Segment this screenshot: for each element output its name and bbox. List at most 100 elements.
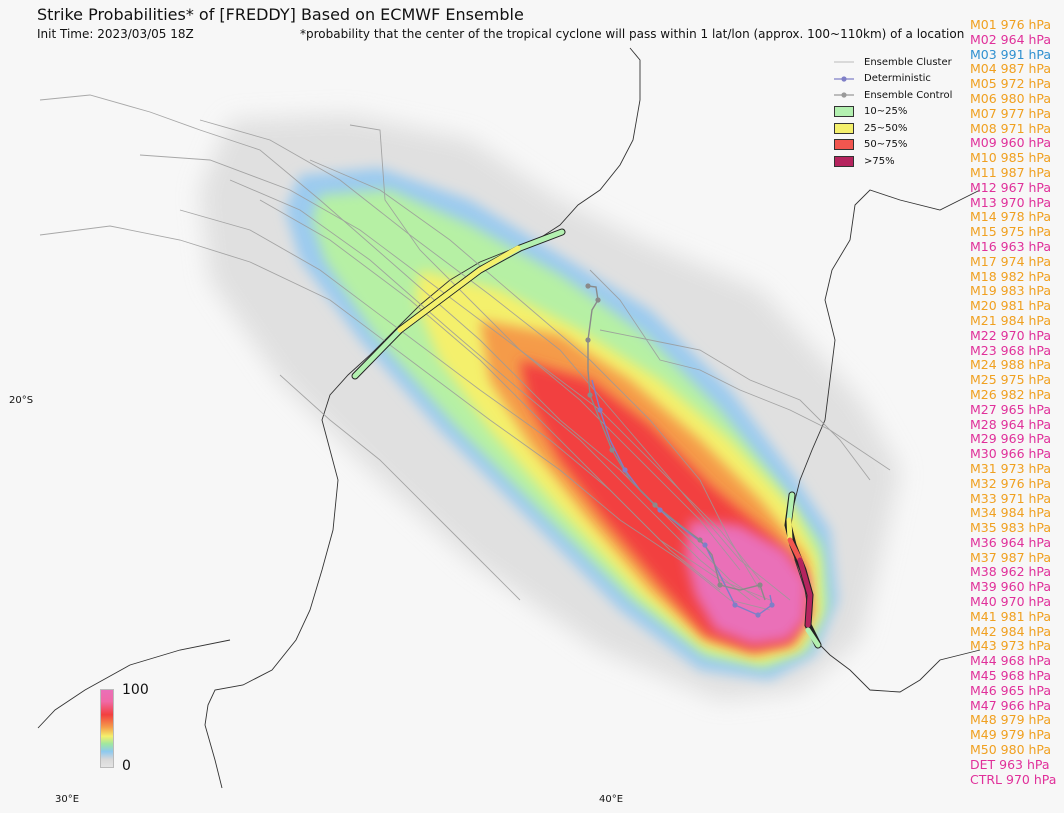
deterministic-point: [755, 612, 761, 618]
control-point: [652, 502, 658, 508]
member-pressure-label: M43 973 hPa: [970, 638, 1052, 654]
control-point: [757, 582, 763, 588]
bin2-swatch: [834, 122, 854, 134]
member-pressure-label: M16 963 hPa: [970, 238, 1052, 254]
member-pressure-label: M45 968 hPa: [970, 668, 1052, 684]
deterministic-point: [597, 407, 603, 413]
member-pressure-label: M42 984 hPa: [970, 623, 1052, 639]
member-pressure-label: M26 982 hPa: [970, 386, 1052, 402]
legend-item-bin4: >75%: [834, 153, 952, 170]
member-pressure-label: M10 985 hPa: [970, 150, 1052, 166]
legend-item-deterministic: Deterministic: [834, 71, 952, 88]
member-pressure-label: M13 970 hPa: [970, 194, 1052, 210]
member-pressure-label: M07 977 hPa: [970, 105, 1052, 121]
deterministic-track-points: [597, 407, 775, 618]
member-pressure-label: M34 984 hPa: [970, 505, 1052, 521]
member-pressure-label: M47 966 hPa: [970, 697, 1052, 713]
coastlines: [37, 47, 981, 789]
ensemble-track: [39, 94, 761, 601]
member-pressure-label: M33 971 hPa: [970, 490, 1052, 506]
coast-strip-east-green: [786, 492, 795, 523]
coast-strip-east-red: [787, 537, 803, 563]
deterministic-point: [622, 467, 628, 473]
control-point: [717, 582, 723, 588]
probability-field: [200, 115, 900, 700]
lon-label-30e: 30°E: [55, 794, 80, 805]
ensemble-track: [309, 159, 761, 591]
coast-strip-east-yellow: [786, 517, 793, 543]
member-pressure-label: CTRL 970 hPa: [970, 771, 1057, 787]
bin3-swatch: [834, 139, 854, 151]
member-pressure-label: M46 965 hPa: [970, 682, 1052, 698]
ensemble-track: [259, 199, 771, 601]
member-pressure-label: M17 974 hPa: [970, 253, 1052, 269]
legend-label: Ensemble Control: [864, 89, 953, 101]
member-pressure-label: M15 975 hPa: [970, 224, 1052, 240]
deterministic-point: [702, 542, 708, 548]
bin4-swatch: [834, 155, 854, 167]
coastline-north: [204, 47, 641, 789]
member-pressure-label: M12 967 hPa: [970, 179, 1052, 195]
control-point: [595, 297, 601, 303]
ensemble-track: [349, 124, 741, 571]
member-pressure-label: M44 968 hPa: [970, 653, 1052, 669]
member-pressure-label: M01 976 hPa: [970, 17, 1052, 32]
member-pressure-label: M25 975 hPa: [970, 372, 1052, 388]
member-pressure-label: M37 987 hPa: [970, 549, 1052, 565]
deterministic-point: [657, 507, 663, 513]
control-point: [697, 537, 703, 543]
control-line-icon: [834, 92, 854, 98]
member-pressure-label: M22 970 hPa: [970, 327, 1052, 343]
control-track-points: [585, 283, 763, 588]
prob-band-pink: [685, 520, 808, 645]
deterministic-point: [769, 602, 775, 608]
member-pressure-label: M05 972 hPa: [970, 76, 1052, 92]
ensemble-track: [199, 119, 791, 601]
member-pressure-label: M48 979 hPa: [970, 712, 1052, 728]
deterministic-line-icon: [834, 76, 854, 82]
coast-strip-east-green-south: [805, 627, 821, 648]
probability-footnote: *probability that the center of the trop…: [300, 27, 965, 41]
member-pressure-label: M02 964 hPa: [970, 31, 1052, 47]
member-pressure-label: M38 962 hPa: [970, 564, 1052, 580]
member-pressure-label: M29 969 hPa: [970, 431, 1052, 447]
bin1-swatch: [834, 106, 854, 118]
init-time: Init Time: 2023/03/05 18Z: [37, 27, 194, 41]
colorbar-min-label: 0: [122, 758, 131, 774]
legend-item-cluster: Ensemble Cluster: [834, 54, 952, 71]
member-pressure-label: M32 976 hPa: [970, 475, 1052, 491]
control-point: [587, 392, 593, 398]
member-pressure-label: M09 960 hPa: [970, 135, 1052, 151]
ensemble-track: [279, 374, 521, 601]
member-pressure-label: M28 964 hPa: [970, 416, 1052, 432]
legend-label: Ensemble Cluster: [864, 56, 952, 68]
member-pressure-label: M23 968 hPa: [970, 342, 1052, 358]
legend-label: Deterministic: [864, 73, 931, 85]
member-pressure-label: M24 988 hPa: [970, 357, 1052, 373]
member-pressure-label: M31 973 hPa: [970, 460, 1052, 476]
legend-label: >75%: [864, 155, 895, 167]
chart-title: Strike Probabilities* of [FREDDY] Based …: [37, 5, 524, 24]
member-pressure-label: M30 966 hPa: [970, 446, 1052, 462]
member-pressure-label: M27 965 hPa: [970, 401, 1052, 417]
member-pressure-label: M39 960 hPa: [970, 579, 1052, 595]
cluster-line-icon: [834, 61, 854, 63]
legend: Ensemble Cluster Deterministic Ensemble …: [834, 54, 952, 170]
legend-item-bin2: 25~50%: [834, 120, 952, 137]
member-pressure-label: M19 983 hPa: [970, 283, 1052, 299]
ensemble-track: [39, 225, 771, 611]
control-point: [585, 283, 591, 289]
member-pressure-list: M01 976 hPa M02 964 hPa M03 991 hPa M04 987…: [970, 17, 1057, 787]
member-pressure-label: M18 982 hPa: [970, 268, 1052, 284]
member-pressure-label: M49 979 hPa: [970, 727, 1052, 743]
member-pressure-label: M11 987 hPa: [970, 164, 1052, 180]
coastline-east: [789, 189, 981, 693]
colorbar: [100, 689, 114, 768]
control-point: [585, 337, 591, 343]
coast-strip-east-darkred: [797, 557, 813, 628]
legend-item-bin3: 50~75%: [834, 137, 952, 154]
member-pressure-label: M20 981 hPa: [970, 298, 1052, 314]
member-pressure-label: M03 991 hPa: [970, 46, 1052, 62]
deterministic-point: [732, 602, 738, 608]
